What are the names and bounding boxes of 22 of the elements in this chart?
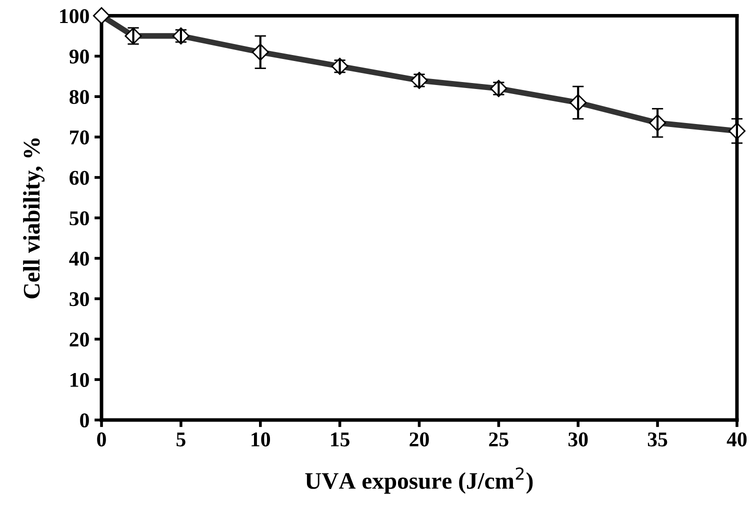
x-tick-label: 10 xyxy=(252,432,270,446)
x-tick-label: 25 xyxy=(489,432,508,446)
x-tick-label: 30 xyxy=(568,432,588,446)
y-tick-label: 10 xyxy=(70,372,89,388)
x-tick-label: 0 xyxy=(97,432,106,446)
y-tick-label: 100 xyxy=(60,9,89,24)
y-tick-label: 60 xyxy=(70,170,89,185)
x-tick-label: 35 xyxy=(648,432,668,446)
y-tick-label: 70 xyxy=(70,130,89,144)
y-tick-label: 50 xyxy=(70,211,89,226)
y-tick-label: 80 xyxy=(70,90,89,104)
y-tick-label: 30 xyxy=(70,292,89,306)
x-tick-label: 5 xyxy=(176,432,186,446)
y-tick-label: 0 xyxy=(80,413,89,428)
y-tick-label: 40 xyxy=(69,252,89,266)
x-tick-label: 15 xyxy=(331,432,350,446)
x-tick-label: 40 xyxy=(726,432,747,446)
x-axis-title: UVA exposure (J/cm$^{2}$) xyxy=(305,467,533,494)
y-axis-title: Cell viability, % xyxy=(23,138,45,298)
y-tick-label: 90 xyxy=(69,50,89,64)
x-tick-label: 20 xyxy=(410,432,429,446)
y-tick-label: 20 xyxy=(70,332,89,347)
